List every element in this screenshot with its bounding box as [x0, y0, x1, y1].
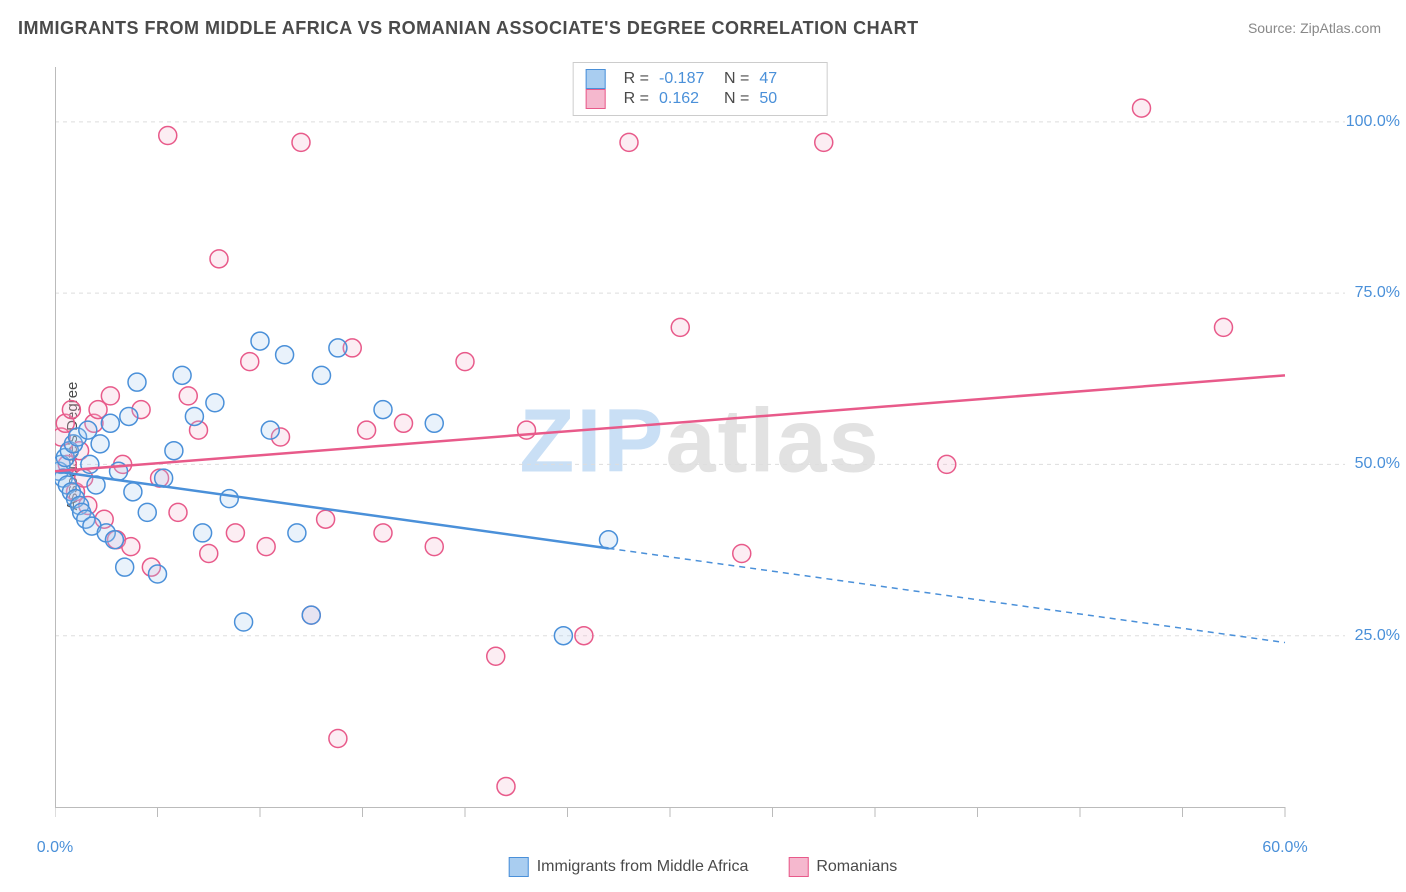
x-tick-label: 60.0% [1262, 839, 1307, 857]
chart-title: IMMIGRANTS FROM MIDDLE AFRICA VS ROMANIA… [18, 18, 919, 39]
series-label-blue: Immigrants from Middle Africa [537, 858, 749, 875]
source-prefix: Source: [1248, 20, 1300, 36]
y-tick-label: 50.0% [1355, 455, 1400, 473]
legend-item-blue: Immigrants from Middle Africa [509, 857, 749, 877]
chart-area: ZIPatlas R = -0.187 N = 47 R = 0.162 N =… [55, 62, 1345, 822]
n-value-blue: 47 [759, 70, 814, 88]
swatch-blue [586, 69, 606, 89]
legend-row-blue: R = -0.187 N = 47 [586, 69, 815, 89]
r-value-blue: -0.187 [659, 70, 714, 88]
swatch-pink-bottom [788, 857, 808, 877]
legend-item-pink: Romanians [788, 857, 897, 877]
n-label: N = [724, 90, 749, 108]
bottom-legend: Immigrants from Middle Africa Romanians [509, 857, 898, 877]
correlation-legend: R = -0.187 N = 47 R = 0.162 N = 50 [573, 62, 828, 116]
series-label-pink: Romanians [816, 858, 897, 875]
y-tick-label: 25.0% [1355, 627, 1400, 645]
legend-row-pink: R = 0.162 N = 50 [586, 89, 815, 109]
source-label: Source: ZipAtlas.com [1248, 20, 1381, 36]
n-value-pink: 50 [759, 90, 814, 108]
r-label: R = [624, 70, 649, 88]
y-tick-label: 75.0% [1355, 284, 1400, 302]
n-label: N = [724, 70, 749, 88]
source-link[interactable]: ZipAtlas.com [1300, 20, 1381, 36]
swatch-blue-bottom [509, 857, 529, 877]
r-value-pink: 0.162 [659, 90, 714, 108]
chart-svg [55, 62, 1345, 822]
r-label: R = [624, 90, 649, 108]
x-tick-label: 0.0% [37, 839, 73, 857]
y-tick-label: 100.0% [1346, 113, 1400, 131]
swatch-pink [586, 89, 606, 109]
